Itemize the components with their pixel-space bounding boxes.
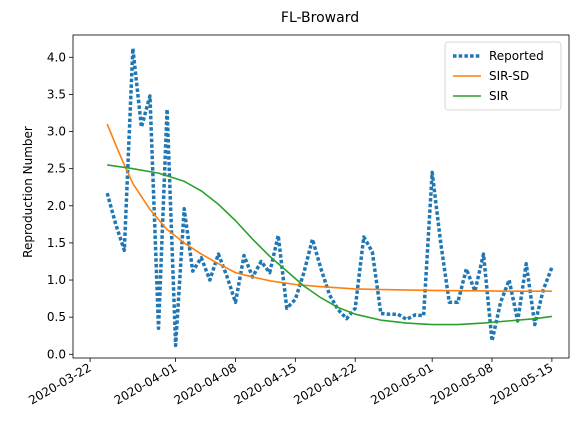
y-tick-label: 4.0 <box>47 50 66 64</box>
y-tick-label: 1.5 <box>47 236 66 250</box>
legend-box <box>444 41 562 111</box>
legend: Reported SIR-SD SIR <box>444 41 562 111</box>
chart-title: FL-Broward <box>281 10 359 26</box>
series-line-reported <box>105 46 554 348</box>
x-tick-label: 2020-05-08 <box>428 360 495 407</box>
series-line-sir <box>107 164 553 326</box>
series-line-sir-sd <box>106 123 552 292</box>
y-tick-label: 0.0 <box>47 347 66 361</box>
y-tick-label: 3.0 <box>47 125 66 139</box>
axes-frame <box>72 34 570 359</box>
legend-label: Reported <box>489 49 544 63</box>
y-tick-label: 0.5 <box>47 310 66 324</box>
plot-area <box>105 46 554 348</box>
x-tick-label: 2020-03-22 <box>26 360 93 407</box>
y-tick-label: 1.0 <box>47 273 66 287</box>
y-tick-label: 2.5 <box>47 162 66 176</box>
y-tick-label: 2.0 <box>47 199 66 213</box>
y-axis-label: Reproduction Number <box>21 126 35 258</box>
legend-label: SIR-SD <box>489 69 529 83</box>
x-tick-label: 2020-04-15 <box>231 360 298 407</box>
x-tick-label: 2020-05-01 <box>368 360 435 407</box>
y-tick-label: 3.5 <box>47 87 66 101</box>
legend-label: SIR <box>489 89 509 103</box>
x-tick-label: 2020-04-01 <box>112 360 179 407</box>
x-tick-label: 2020-04-08 <box>172 360 239 407</box>
x-tick-label: 2020-04-22 <box>291 360 358 407</box>
x-tick-label: 2020-05-15 <box>488 360 555 407</box>
